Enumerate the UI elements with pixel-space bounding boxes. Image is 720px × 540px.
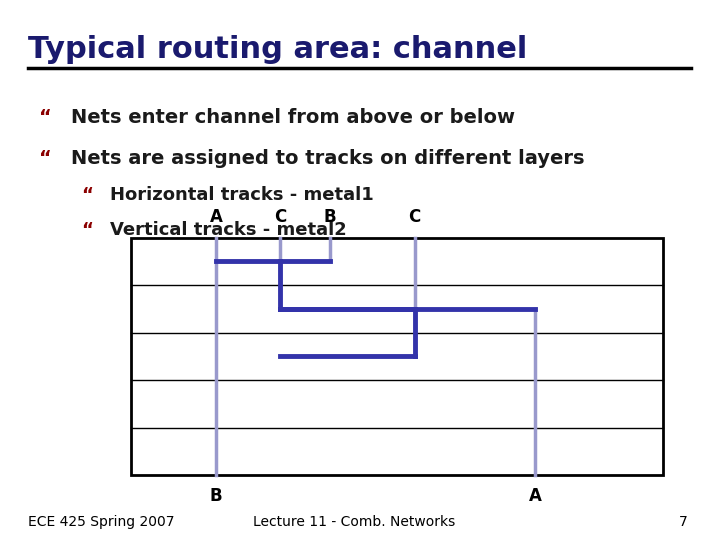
Text: B: B xyxy=(210,487,222,505)
Text: Lecture 11 - Comb. Networks: Lecture 11 - Comb. Networks xyxy=(253,515,456,529)
Text: “: “ xyxy=(81,221,94,239)
Text: C: C xyxy=(274,208,286,226)
Text: Typical routing area: channel: Typical routing area: channel xyxy=(28,35,528,64)
Text: A: A xyxy=(528,487,541,505)
Text: “: “ xyxy=(81,186,94,204)
Text: C: C xyxy=(408,208,420,226)
Text: “: “ xyxy=(39,148,52,167)
Bar xyxy=(131,238,662,475)
Text: “: “ xyxy=(39,108,52,127)
Text: Vertical tracks - metal2: Vertical tracks - metal2 xyxy=(110,221,346,239)
Text: A: A xyxy=(210,208,222,226)
Text: Nets are assigned to tracks on different layers: Nets are assigned to tracks on different… xyxy=(71,148,585,167)
Text: B: B xyxy=(323,208,336,226)
Text: Nets enter channel from above or below: Nets enter channel from above or below xyxy=(71,108,515,127)
Text: Horizontal tracks - metal1: Horizontal tracks - metal1 xyxy=(110,186,374,204)
Text: ECE 425 Spring 2007: ECE 425 Spring 2007 xyxy=(28,515,175,529)
Text: 7: 7 xyxy=(679,515,688,529)
